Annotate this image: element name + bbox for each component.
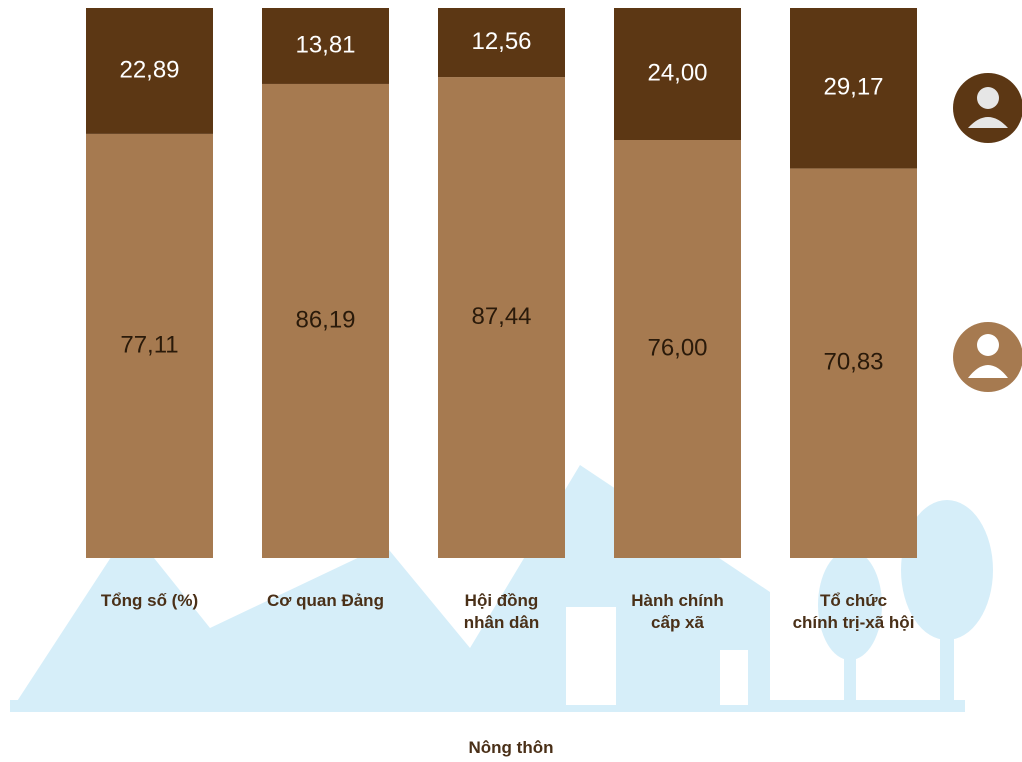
category-label: Tổ chức chính trị-xã hội: [792, 591, 915, 632]
bar-segment: [790, 8, 917, 169]
value-label: 22,89: [119, 56, 179, 83]
bar-segment: [614, 140, 741, 558]
value-label: 24,00: [647, 59, 707, 86]
legend-male: [953, 322, 1022, 392]
bar-segment: [262, 8, 389, 84]
category-label: Hành chính cấp xã: [631, 591, 724, 632]
bar-segment: [438, 77, 565, 558]
tree-trunk: [940, 600, 954, 705]
category-label: Tổng số (%): [100, 591, 199, 610]
ground: [10, 700, 965, 712]
value-label: 70,83: [823, 349, 883, 376]
icon-head: [977, 87, 999, 109]
category-label: Cơ quan Đảng: [267, 591, 384, 610]
value-label: 77,11: [120, 331, 178, 358]
tree-trunk: [844, 630, 856, 705]
value-label: 29,17: [823, 74, 883, 101]
value-label: 12,56: [471, 28, 531, 55]
door: [566, 607, 616, 705]
bar-segment: [86, 133, 213, 558]
bar-segment: [790, 168, 917, 558]
value-label: 86,19: [295, 306, 355, 333]
value-label: 76,00: [647, 334, 707, 361]
icon-head: [977, 334, 999, 356]
x-axis-label: Nông thôn: [468, 738, 554, 757]
bar-segment: [86, 8, 213, 134]
mountains: [10, 528, 470, 712]
window: [720, 650, 748, 705]
value-label: 13,81: [295, 31, 355, 58]
legend-icon: [953, 322, 1022, 392]
value-label: 87,44: [471, 303, 531, 330]
tree: [818, 550, 882, 660]
bar-segment: [614, 8, 741, 140]
icon-body: [968, 365, 1008, 378]
bar-segment: [262, 83, 389, 558]
tree: [901, 500, 993, 640]
legend-female: [953, 73, 1022, 143]
category-label: Hội đồng nhân dân: [463, 591, 540, 632]
icon-body: [968, 117, 1008, 128]
bar-segment: [438, 8, 565, 78]
